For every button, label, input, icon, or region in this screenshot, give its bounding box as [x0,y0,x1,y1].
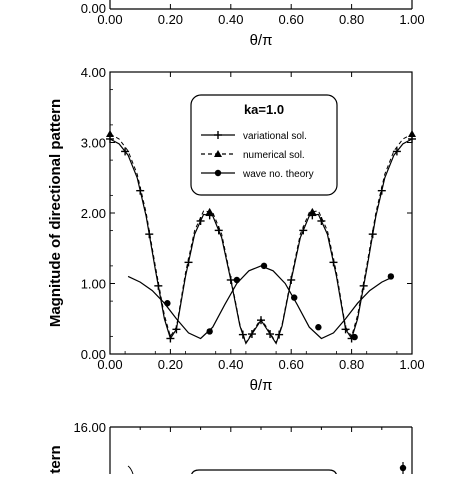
upper-panel: 0.00 0.20 0.40 0.60 0.80 1.00 0.00 θ/π [81,0,425,49]
y-tick-label: 16.00 [73,420,106,435]
series-circle [127,262,395,341]
legend-label-triangle: numerical sol. [243,150,305,161]
lower-panel: 16.00 ttern [47,420,413,479]
legend-title: ka=1.0 [244,102,284,117]
data-point-circle [351,333,358,341]
x-tick-label: 0.40 [218,12,243,27]
data-point-plus [317,216,326,225]
y-tick-label: 2.00 [81,206,106,221]
data-point-plus [247,330,256,339]
x-tick-label: 0.20 [158,12,183,27]
main-panel: 0.00 0.20 0.40 0.60 0.80 1.00 0.00 1.00 2.00 3.00… [47,65,425,394]
data-point-triangle [308,207,317,215]
data-point-circle [206,328,213,335]
x-tick-label: 0.80 [339,357,364,372]
data-point-circle [164,300,171,307]
legend-label-circle: wave no. theory [242,169,314,180]
x-tick-label: 1.00 [399,357,424,372]
data-point-plus [121,147,130,156]
x-axis-label: θ/π [250,32,273,49]
y-axis-label-fragment: ttern [47,445,64,474]
data-point-plus [257,316,265,325]
x-tick-label: 0.80 [339,12,364,27]
legend-label-plus: variational sol. [243,131,307,142]
legend-marker-circle [214,169,222,177]
legend-marker-plus [214,131,222,139]
data-point-triangle [408,130,416,138]
x-tick-label: 1.00 [399,12,424,27]
y-tick-label: 1.00 [81,277,106,292]
data-point-triangle [205,207,214,215]
y-tick-label: 4.00 [81,65,106,80]
data-point-triangle [106,130,114,138]
y-axis-label: Magnitude of directional pattern [47,99,64,327]
data-point-plus [368,230,377,239]
y-tick-label: 3.00 [81,136,106,151]
legend: ka=1.0 variational sol. numerical sol. wave… [190,94,338,196]
x-axis-label: θ/π [250,377,273,394]
y-tick-label: 0.00 [81,1,106,16]
x-tick-label: 0.00 [97,357,122,372]
curve-fragment [127,465,134,475]
data-point-circle [260,262,268,270]
x-tick-label: 0.40 [218,357,243,372]
data-point-plus [166,334,175,343]
x-tick-label: 0.00 [97,12,122,27]
legend-box [190,94,338,196]
legend-marker-triangle [214,150,222,157]
x-tick-label: 0.60 [279,12,304,27]
data-point-circle [291,294,298,301]
x-tick-label: 0.60 [279,357,304,372]
x-tick-label: 0.20 [158,357,183,372]
series-triangle [106,130,416,344]
data-point-circle [315,324,322,331]
data-point-circle [233,276,241,284]
data-point-circle [387,273,395,280]
y-tick-label: 0.00 [81,347,106,362]
data-point-plus [266,330,275,339]
data-point-plus [392,147,401,156]
data-point-plus [341,325,350,334]
series-line-triangle [109,133,413,344]
data-point-plus [238,330,247,339]
legend-box-fragment [190,469,338,479]
